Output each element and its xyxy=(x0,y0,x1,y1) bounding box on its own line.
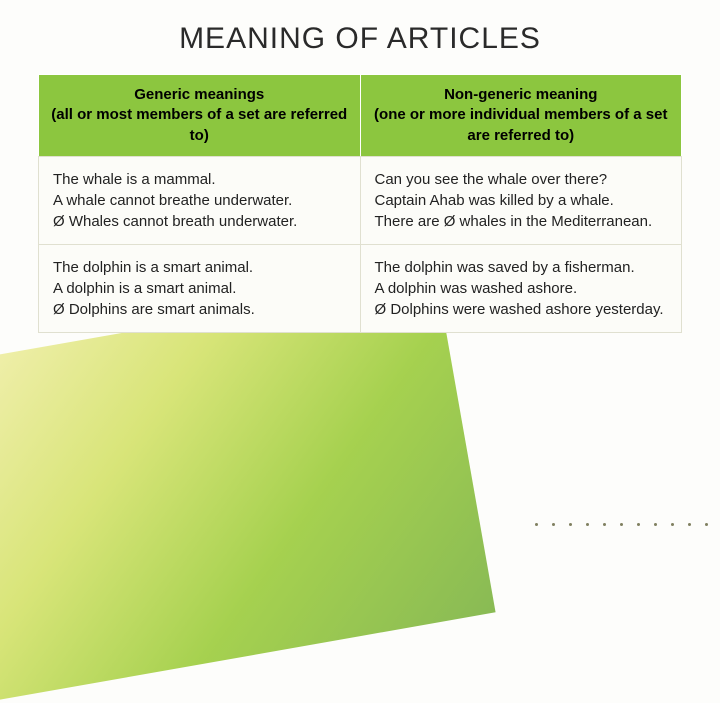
table-row: The whale is a mammal. A whale cannot br… xyxy=(39,156,682,244)
header-generic: Generic meanings (all or most members of… xyxy=(39,75,361,157)
slide-content: MEANING OF ARTICLES Generic meanings (al… xyxy=(0,0,720,333)
table-row: The dolphin is a smart animal. A dolphin… xyxy=(39,244,682,332)
header-nongeneric-line1: Non-generic meaning xyxy=(444,86,597,103)
articles-table: Generic meanings (all or most members of… xyxy=(38,74,682,333)
slide-title: MEANING OF ARTICLES xyxy=(38,22,682,56)
header-generic-line1: Generic meanings xyxy=(134,86,264,103)
header-nongeneric-line2: (one or more individual members of a set… xyxy=(374,106,667,143)
cell-nongeneric-dolphin: The dolphin was saved by a fisherman. A … xyxy=(360,244,682,332)
header-nongeneric: Non-generic meaning (one or more individ… xyxy=(360,75,682,157)
header-generic-line2: (all or most members of a set are referr… xyxy=(51,106,347,143)
cell-generic-whale: The whale is a mammal. A whale cannot br… xyxy=(39,156,361,244)
cell-nongeneric-whale: Can you see the whale over there? Captai… xyxy=(360,156,682,244)
cell-generic-dolphin: The dolphin is a smart animal. A dolphin… xyxy=(39,244,361,332)
decorative-dots xyxy=(535,523,708,526)
background-gradient xyxy=(0,277,496,702)
